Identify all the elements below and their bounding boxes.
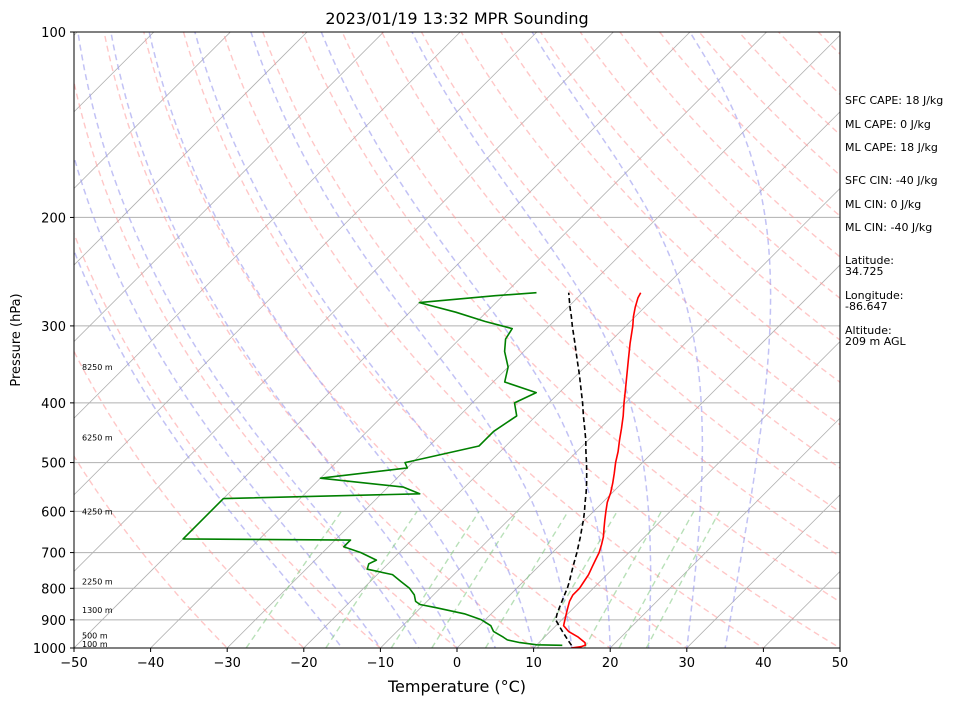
moist-adiabat-line <box>77 32 420 648</box>
isotherm-line <box>456 264 840 648</box>
x-axis-title: Temperature (°C) <box>387 677 526 696</box>
x-tick-label: 50 <box>832 656 849 671</box>
moist-adiabat-line <box>194 32 535 648</box>
moist-adiabat-line <box>74 154 382 648</box>
height-label: 8250 m <box>82 363 113 372</box>
x-tick-label: 0 <box>453 656 461 671</box>
dry-adiabat-line <box>222 32 765 648</box>
isotherm-line <box>379 187 840 648</box>
mixing-ratio-line <box>618 510 695 648</box>
y-tick-label: 700 <box>41 547 66 562</box>
y-tick-label: 1000 <box>33 642 66 657</box>
x-axis-ticks: −50 −40 −30 −20 −10 0 10 20 30 40 50 <box>60 648 848 671</box>
moist-adiabat-line <box>320 32 611 648</box>
moist-adiabat-line <box>74 248 344 648</box>
y-tick-label: 900 <box>41 614 66 629</box>
longitude-text: Longitude: -86.647 <box>845 289 904 313</box>
isotherm-line <box>609 417 840 648</box>
mixing-ratio-line <box>583 510 663 648</box>
dry-adiabat-line <box>74 349 305 648</box>
sfc-cin-text: SFC CIN: -40 J/kg <box>845 174 938 187</box>
ml-cape-text: ML CAPE: 0 J/kg <box>845 118 931 131</box>
x-tick-label: −30 <box>213 656 240 671</box>
height-label: 1300 m <box>82 606 113 615</box>
isotherm-line <box>533 341 840 648</box>
mixing-ratio-line <box>390 510 480 648</box>
isotherm-line <box>74 32 691 648</box>
ml-cin-text: ML CIN: 0 J/kg <box>845 198 922 211</box>
x-tick-label: −20 <box>290 656 317 671</box>
ml-cape-text-2: ML CAPE: 18 J/kg <box>845 141 938 154</box>
y-tick-label: 300 <box>41 320 66 335</box>
isotherm-line <box>74 32 231 189</box>
isotherm-line <box>226 34 840 648</box>
mixing-ratio-line <box>645 510 721 648</box>
x-tick-label: −50 <box>60 656 87 671</box>
y-tick-label: 800 <box>41 582 66 597</box>
isotherm-line <box>303 111 840 648</box>
chart-title: 2023/01/19 13:32 MPR Sounding <box>325 9 588 28</box>
dry-adiabat-line <box>74 454 229 648</box>
isotherm-line <box>74 32 538 496</box>
moist-adiabat-line <box>148 32 497 648</box>
y-tick-label: 500 <box>41 457 66 472</box>
sounding-info-panel: SFC CAPE: 18 J/kg ML CAPE: 0 J/kg ML CAP… <box>845 0 953 705</box>
mixing-ratio-line <box>484 510 569 648</box>
dry-adiabat-line <box>460 32 840 426</box>
x-tick-label: 30 <box>679 656 696 671</box>
x-tick-label: 10 <box>525 656 542 671</box>
moist-adiabat-line <box>531 32 704 648</box>
dewpoint-line <box>182 291 563 647</box>
y-axis-title: Pressure (hPa) <box>9 293 24 386</box>
mixing-ratio-line <box>536 510 618 648</box>
dry-adiabat-line <box>74 79 459 648</box>
dry-adiabat-line <box>539 32 840 341</box>
height-label: 4250 m <box>82 507 113 516</box>
mixing-ratio-line <box>245 510 342 648</box>
plot-frame <box>73 31 841 649</box>
x-tick-label: 40 <box>755 656 772 671</box>
altitude-text: Altitude: 209 m AGL <box>845 324 906 348</box>
sfc-cape-text: SFC CAPE: 18 J/kg <box>845 94 944 107</box>
isotherm-line <box>686 494 840 648</box>
dry-adiabat-line <box>103 32 535 648</box>
dry-adiabat-line <box>182 32 689 648</box>
moist-adiabat-line <box>110 32 458 648</box>
isotherm-line <box>74 32 385 343</box>
isotherm-line <box>74 32 308 266</box>
y-axis-ticks: 100 200 300 400 500 600 700 800 900 1000 <box>33 26 74 657</box>
ml-cin-text-2: ML CIN: -40 J/kg <box>845 221 933 234</box>
height-label: 500 m <box>82 632 108 641</box>
y-tick-label: 600 <box>41 505 66 520</box>
dry-adiabat-line <box>262 32 840 648</box>
temperature-line <box>562 292 642 648</box>
y-tick-label: 100 <box>41 26 66 41</box>
moist-adiabat-line <box>250 32 573 648</box>
dry-adiabat-line <box>74 231 382 648</box>
isotherm-line <box>74 32 155 113</box>
background-lines <box>74 32 840 648</box>
height-label: 100 m <box>82 640 108 649</box>
moist-adiabat-line <box>689 32 772 648</box>
height-label: 6250 m <box>82 433 113 442</box>
parcel-profile-line <box>554 292 588 646</box>
y-tick-label: 400 <box>41 397 66 412</box>
x-tick-label: −10 <box>367 656 394 671</box>
isotherm-line <box>150 32 768 648</box>
mixing-ratio-line <box>431 510 519 648</box>
x-tick-label: 20 <box>602 656 619 671</box>
height-label: 2250 m <box>82 578 113 587</box>
latitude-text: Latitude: 34.725 <box>845 254 894 278</box>
dry-adiabat-line <box>500 32 840 384</box>
moist-adiabat-line <box>411 32 652 648</box>
dry-adiabat-line <box>143 32 612 648</box>
isotherm-line <box>74 32 614 572</box>
dry-adiabat-line <box>301 32 840 603</box>
sounding-lines <box>182 291 642 648</box>
mixing-ratio-line <box>325 510 418 648</box>
y-tick-label: 200 <box>41 211 66 226</box>
x-tick-label: −40 <box>137 656 164 671</box>
